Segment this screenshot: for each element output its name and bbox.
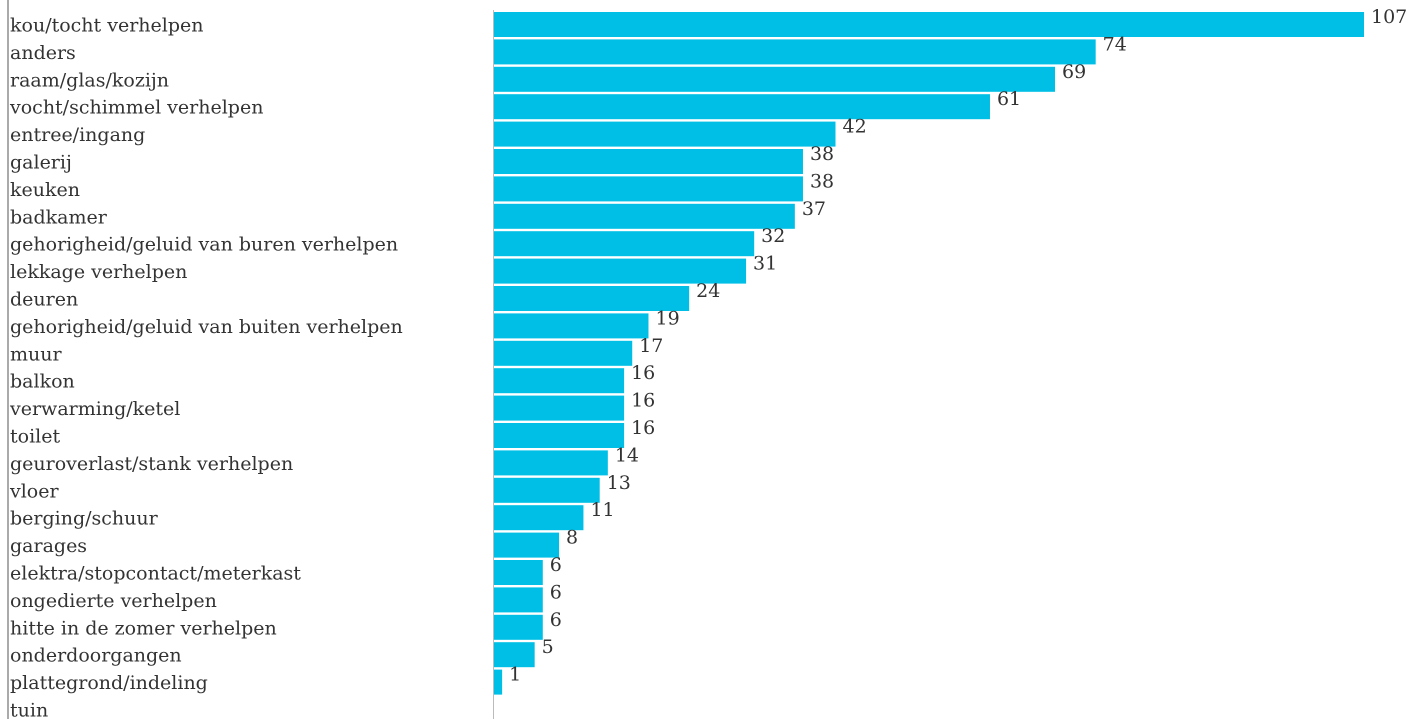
category-label: toilet [10,426,60,448]
value-label: 16 [631,417,655,439]
category-label: kou/tocht verhelpen [10,15,203,37]
value-label: 13 [607,472,631,494]
category-label: badkamer [10,206,108,228]
category-label: raam/glas/kozijn [10,69,169,91]
value-label: 31 [753,253,777,275]
bar [494,423,625,448]
bar [494,340,633,366]
category-label: hitte in de zomer verhelpen [10,617,277,639]
value-label: 16 [631,362,655,384]
value-label: 42 [842,116,866,138]
value-label: 61 [997,88,1021,110]
category-label: geuroverlast/stank verhelpen [10,453,293,475]
category-label: gehorigheid/geluid van buiten verhelpen [10,316,403,338]
value-label: 16 [631,390,655,412]
category-label: elektra/stopcontact/meterkast [10,563,301,585]
category-label: garages [10,535,87,557]
value-label: 17 [639,335,663,357]
category-label: vloer [9,480,59,502]
bar [494,477,600,503]
bar [494,560,543,585]
value-label: 19 [655,307,679,329]
value-labels: 1077469614238383732312419171616161413118… [509,6,1407,686]
bar [494,669,503,695]
category-labels: kou/tocht verhelpen anders raam/glas/kozij… [9,15,403,722]
bar [494,149,803,174]
bar [494,313,649,339]
value-label: 6 [550,581,562,603]
category-label: anders [10,42,76,64]
category-label: verwarming/ketel [9,398,180,420]
category-label: berging/schuur [10,508,159,530]
category-label: muur [10,343,62,365]
category-label: vocht/schimmel verhelpen [9,97,263,119]
bar [494,368,625,394]
bar [494,12,1364,37]
bar [494,587,543,613]
value-label: 69 [1062,61,1086,83]
bar [494,258,747,284]
bar [494,614,543,640]
bar [494,121,836,147]
value-label: 107 [1371,6,1407,28]
bar [494,286,690,311]
value-label: 74 [1103,33,1127,55]
category-label: keuken [10,179,80,201]
value-label: 24 [696,280,720,302]
bar [494,395,625,421]
value-label: 37 [802,198,826,220]
bars [494,12,1364,695]
category-label: entree/ingang [10,124,145,146]
bar [494,39,1096,65]
bar [494,176,803,202]
bar [494,66,1056,92]
value-label: 5 [542,636,554,658]
bar [494,94,990,120]
bar [494,450,608,476]
value-label: 6 [550,609,562,631]
category-label: plattegrond/indeling [10,672,208,694]
bar [494,231,755,257]
category-label: deuren [10,289,78,311]
category-label: balkon [10,371,75,393]
value-label: 32 [761,225,785,247]
value-label: 14 [615,444,639,466]
category-label: lekkage verhelpen [10,261,187,283]
category-label: tuin [10,700,48,720]
category-label: onderdoorgangen [10,645,182,667]
value-label: 1 [509,664,521,686]
value-label: 38 [810,143,834,165]
value-label: 11 [590,499,614,521]
value-label: 6 [550,554,562,576]
value-label: 38 [810,170,834,192]
value-label: 8 [566,527,578,549]
bar [494,532,560,558]
bar [494,642,535,668]
category-label: ongedierte verhelpen [10,590,217,612]
bar [494,505,584,531]
category-label: galerij [10,152,72,174]
category-label: gehorigheid/geluid van buren verhelpen [10,234,398,256]
bar [494,203,795,229]
